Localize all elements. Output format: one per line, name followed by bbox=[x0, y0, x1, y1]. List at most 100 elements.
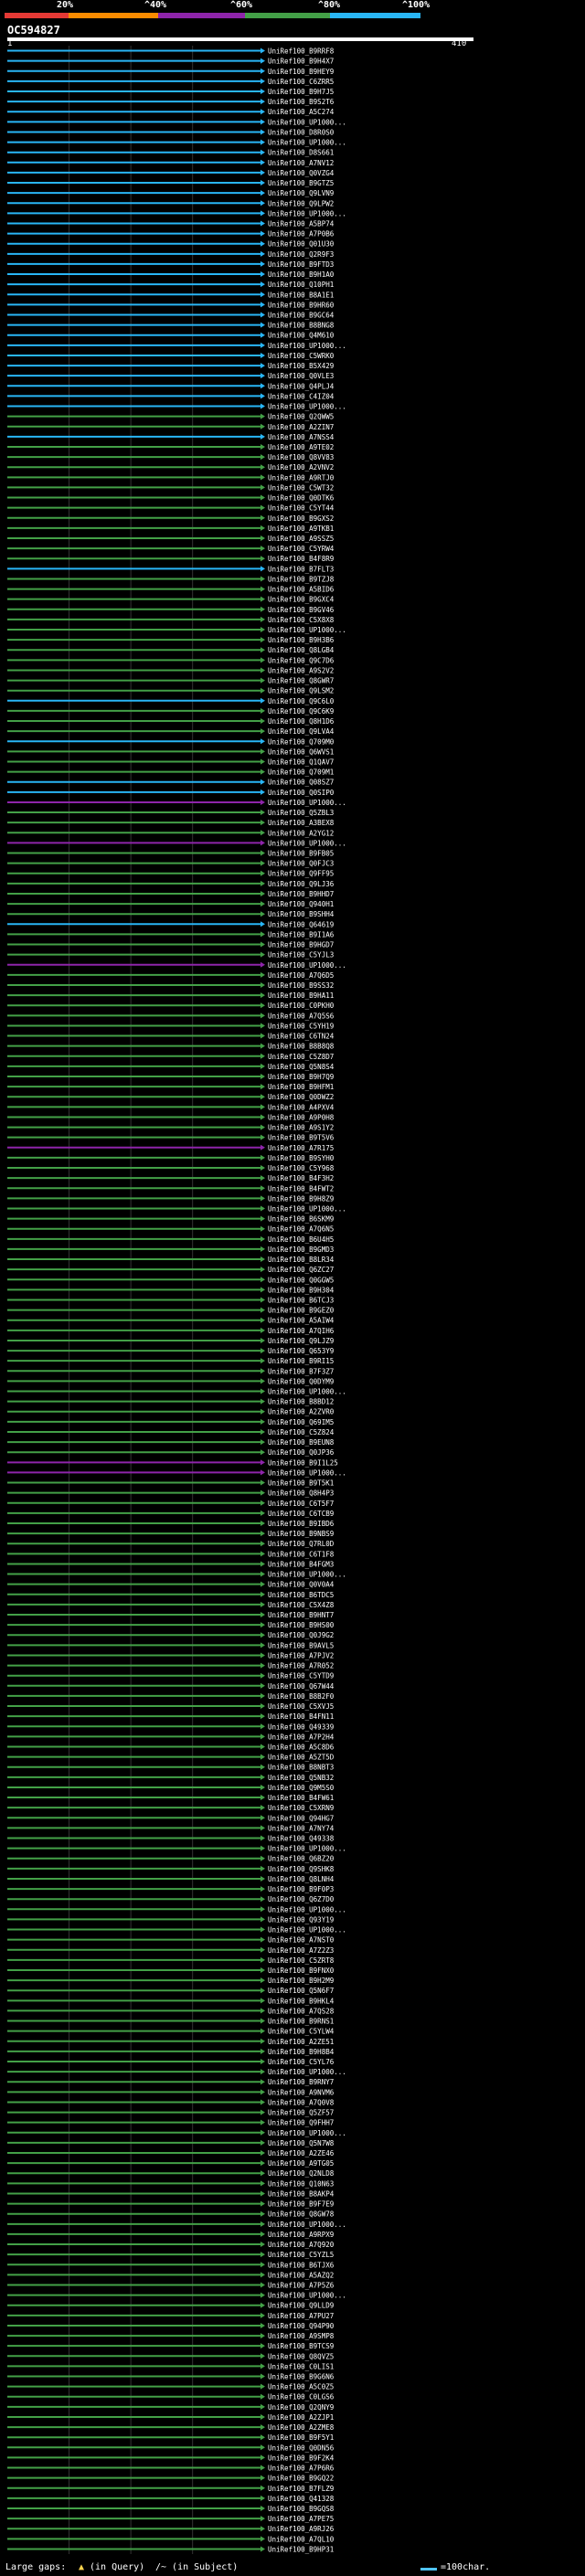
hit-arrow bbox=[261, 1998, 265, 2004]
hit-label: UniRef100_C5YJL3 bbox=[268, 951, 334, 959]
hit-arrow bbox=[261, 1692, 265, 1699]
hit-arrow bbox=[261, 1439, 265, 1446]
hit-label: UniRef100_B9FTD3 bbox=[268, 260, 334, 269]
hit-arrow bbox=[261, 2536, 265, 2542]
hit-arrow bbox=[261, 1642, 265, 1648]
hit-label: UniRef100_B4FWT2 bbox=[268, 1184, 334, 1193]
hit-label: UniRef100_B8A1E1 bbox=[268, 291, 334, 299]
hit-label: UniRef100_B9H304 bbox=[268, 1286, 335, 1294]
hit-label: UniRef100_B9HKL4 bbox=[268, 1997, 335, 2005]
hit-arrow bbox=[261, 1723, 265, 1730]
hit-label: UniRef100_Q93Y19 bbox=[268, 1915, 334, 1924]
hit-arrow bbox=[261, 1114, 265, 1120]
hit-label: UniRef100_Q5ZF57 bbox=[268, 2109, 334, 2117]
hit-label: UniRef100_A9S1Y2 bbox=[268, 1124, 334, 1132]
hit-label: UniRef100_B9H7Q9 bbox=[268, 1073, 334, 1081]
hit-label: UniRef100_Q8H4P3 bbox=[268, 1489, 334, 1498]
hit-arrow bbox=[261, 2353, 265, 2359]
hit-label: UniRef100_B9TZJ8 bbox=[268, 575, 335, 583]
hit-arrow bbox=[261, 911, 265, 917]
hit-arrow bbox=[261, 951, 265, 958]
hit-arrow bbox=[261, 2526, 265, 2532]
hit-arrow bbox=[261, 586, 265, 592]
hit-label: UniRef100_A5C274 bbox=[268, 108, 335, 116]
hit-arrow bbox=[261, 769, 265, 775]
hit-label: UniRef100_C5XRN9 bbox=[268, 1804, 334, 1812]
hit-arrow bbox=[261, 1378, 265, 1384]
hit-arrow bbox=[261, 1531, 265, 1537]
hit-arrow bbox=[261, 1002, 265, 1009]
hit-label: UniRef100_C5YLW4 bbox=[268, 2028, 335, 2036]
hit-label: UniRef100_Q0DYM9 bbox=[268, 1377, 334, 1385]
hit-arrow bbox=[261, 830, 265, 836]
hit-label: UniRef100_C5X4Z8 bbox=[268, 1601, 335, 1609]
hit-label: UniRef100_Q5N8S4 bbox=[268, 1063, 335, 1071]
hit-label: UniRef100_UP1000... bbox=[268, 209, 346, 217]
hit-label: UniRef100_B9H7J5 bbox=[268, 88, 334, 96]
hit-arrow bbox=[261, 2292, 265, 2298]
hit-label: UniRef100_Q94HG7 bbox=[268, 1814, 334, 1822]
hit-label: UniRef100_B4FGM3 bbox=[268, 1560, 334, 1568]
hit-arrow bbox=[261, 2190, 265, 2197]
hit-label: UniRef100_Q0DWZ2 bbox=[268, 1093, 334, 1101]
hit-label: UniRef100_Q67W44 bbox=[268, 1682, 335, 1691]
hit-label: UniRef100_Q9FF95 bbox=[268, 870, 334, 878]
hit-arrow bbox=[261, 2170, 265, 2177]
hit-arrow bbox=[261, 1571, 265, 1577]
hit-label: UniRef100_A7PJV2 bbox=[268, 1651, 334, 1659]
hit-arrow bbox=[261, 78, 265, 84]
hit-arrow bbox=[261, 525, 265, 531]
hit-arrow bbox=[261, 2129, 265, 2136]
hit-label: UniRef100_Q0DTK6 bbox=[268, 494, 335, 503]
hit-label: UniRef100_A7NY74 bbox=[268, 1824, 335, 1832]
hit-label: UniRef100_UP1000... bbox=[268, 1571, 346, 1579]
hit-arrow bbox=[261, 2465, 265, 2471]
hit-arrow bbox=[261, 1124, 265, 1130]
footer-query-text: (in Query) bbox=[90, 2562, 145, 2572]
hit-arrow bbox=[261, 931, 265, 938]
hit-label: UniRef100_A9S2V2 bbox=[268, 666, 334, 674]
hit-label: UniRef100_B9T5V6 bbox=[268, 1134, 335, 1142]
hit-arrow bbox=[261, 2099, 265, 2105]
hit-label: UniRef100_A2VNV2 bbox=[268, 463, 334, 472]
hit-arrow bbox=[261, 707, 265, 714]
hit-label: UniRef100_B9H2M9 bbox=[268, 1977, 334, 1985]
hit-arrow bbox=[261, 789, 265, 795]
hit-label: UniRef100_C5Z824 bbox=[268, 1428, 335, 1436]
hit-arrow bbox=[261, 860, 265, 866]
hit-arrow bbox=[261, 1946, 265, 1953]
hit-label: UniRef100_UP1000... bbox=[268, 118, 346, 126]
hit-label: UniRef100_B9FB05 bbox=[268, 850, 334, 858]
hit-arrow bbox=[261, 2373, 265, 2380]
hit-arrow bbox=[261, 383, 265, 389]
hit-label: UniRef100_B7F3Z7 bbox=[268, 1367, 334, 1375]
hit-arrow bbox=[261, 1632, 265, 1638]
hit-label: UniRef100_B9HHD7 bbox=[268, 890, 334, 898]
hit-arrow bbox=[261, 2495, 265, 2501]
hit-arrow bbox=[261, 1277, 265, 1283]
hit-label: UniRef100_Q0VLE3 bbox=[268, 372, 334, 380]
hit-label: UniRef100_Q9C7D6 bbox=[268, 656, 335, 664]
hit-label: UniRef100_C5XVJ5 bbox=[268, 1702, 334, 1711]
hit-arrow bbox=[261, 880, 265, 886]
hit-label: UniRef100_B9AVL5 bbox=[268, 1641, 334, 1649]
hit-arrow bbox=[261, 1561, 265, 1567]
hit-arrow bbox=[261, 1033, 265, 1039]
hit-arrow bbox=[261, 840, 265, 846]
hit-arrow bbox=[261, 393, 265, 399]
ruler-start-label: 1 bbox=[7, 39, 13, 48]
hit-arrow bbox=[261, 718, 265, 725]
hit-label: UniRef100_A7Z2Z3 bbox=[268, 1946, 334, 1955]
legend-label-60: ^60% bbox=[230, 0, 253, 10]
legend-band-cyan bbox=[330, 13, 420, 18]
hit-arrow bbox=[261, 850, 265, 856]
hit-label: UniRef100_A9P0H8 bbox=[268, 1113, 335, 1121]
hit-arrow bbox=[261, 1510, 265, 1516]
hit-label: UniRef100_A2ZE46 bbox=[268, 2149, 335, 2157]
hit-arrow bbox=[261, 1225, 265, 1232]
hit-label: UniRef100_B4FN11 bbox=[268, 1712, 334, 1721]
hit-arrow bbox=[261, 1368, 265, 1374]
hit-label: UniRef100_A5BP74 bbox=[268, 219, 335, 228]
hit-label: UniRef100_A7Q0V8 bbox=[268, 2098, 335, 2106]
